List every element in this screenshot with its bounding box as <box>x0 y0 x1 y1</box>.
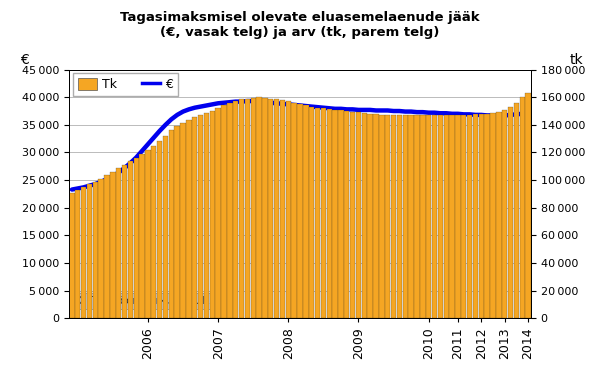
Bar <box>292 103 297 318</box>
Bar <box>256 97 262 318</box>
Bar <box>321 108 326 318</box>
Bar <box>479 114 484 318</box>
Bar <box>344 111 349 318</box>
Bar <box>490 113 496 318</box>
Bar <box>520 97 525 318</box>
Legend: Tk, €: Tk, € <box>73 73 178 96</box>
Bar <box>262 98 268 318</box>
Bar <box>350 112 355 318</box>
Bar <box>391 115 396 318</box>
Bar <box>356 112 361 318</box>
Bar <box>332 110 338 318</box>
Bar <box>186 120 191 318</box>
Bar <box>403 115 408 318</box>
Bar <box>432 115 437 318</box>
Bar <box>215 108 221 318</box>
Bar <box>204 113 209 318</box>
Bar <box>227 103 233 318</box>
Bar <box>181 123 186 318</box>
Bar <box>128 161 133 318</box>
Bar <box>303 105 308 318</box>
Text: Tagasimaksmisel olevate eluasemelaenude jääk
(€, vasak telg) ja arv (tk, parem t: Tagasimaksmisel olevate eluasemelaenude … <box>120 11 480 39</box>
Bar <box>414 115 419 318</box>
Bar <box>122 165 127 318</box>
Bar <box>239 99 244 318</box>
Bar <box>426 115 431 318</box>
Bar <box>298 104 302 318</box>
Text: €: € <box>20 53 28 67</box>
Text: © Tõnu Toompark, ADAUR.EE: © Tõnu Toompark, ADAUR.EE <box>74 296 225 306</box>
Bar <box>502 110 508 318</box>
Bar <box>526 93 531 318</box>
Bar <box>461 115 466 318</box>
Bar <box>362 113 367 318</box>
Bar <box>397 115 402 318</box>
Bar <box>157 141 163 318</box>
Bar <box>69 193 74 318</box>
Bar <box>221 105 227 318</box>
Bar <box>280 100 285 318</box>
Bar <box>409 115 414 318</box>
Bar <box>326 109 332 318</box>
Bar <box>87 184 92 318</box>
Bar <box>198 115 203 318</box>
Bar <box>151 146 157 318</box>
Bar <box>268 98 274 318</box>
Bar <box>139 154 145 318</box>
Bar <box>245 98 250 318</box>
Bar <box>449 115 455 318</box>
Bar <box>473 114 478 318</box>
Bar <box>420 115 425 318</box>
Bar <box>75 190 80 318</box>
Bar <box>175 126 180 318</box>
Bar <box>496 112 502 318</box>
Bar <box>385 115 391 318</box>
Bar <box>104 175 110 318</box>
Bar <box>92 182 98 318</box>
Bar <box>338 110 344 318</box>
Bar <box>514 103 519 318</box>
Bar <box>467 115 472 318</box>
Bar <box>315 108 320 318</box>
Bar <box>145 150 151 318</box>
Bar <box>110 172 116 318</box>
Bar <box>379 115 385 318</box>
Bar <box>81 187 86 318</box>
Bar <box>309 107 314 318</box>
Bar <box>163 136 168 318</box>
Bar <box>508 107 513 318</box>
Bar <box>209 111 215 318</box>
Bar <box>98 179 104 318</box>
Bar <box>437 115 443 318</box>
Bar <box>455 115 461 318</box>
Text: tk: tk <box>569 53 583 67</box>
Bar <box>192 117 197 318</box>
Bar <box>373 115 379 318</box>
Bar <box>169 130 174 318</box>
Bar <box>233 101 238 318</box>
Bar <box>251 98 256 318</box>
Bar <box>116 168 121 318</box>
Bar <box>443 115 449 318</box>
Bar <box>367 114 373 318</box>
Bar <box>484 114 490 318</box>
Bar <box>134 158 139 318</box>
Bar <box>286 101 291 318</box>
Bar <box>274 99 279 318</box>
